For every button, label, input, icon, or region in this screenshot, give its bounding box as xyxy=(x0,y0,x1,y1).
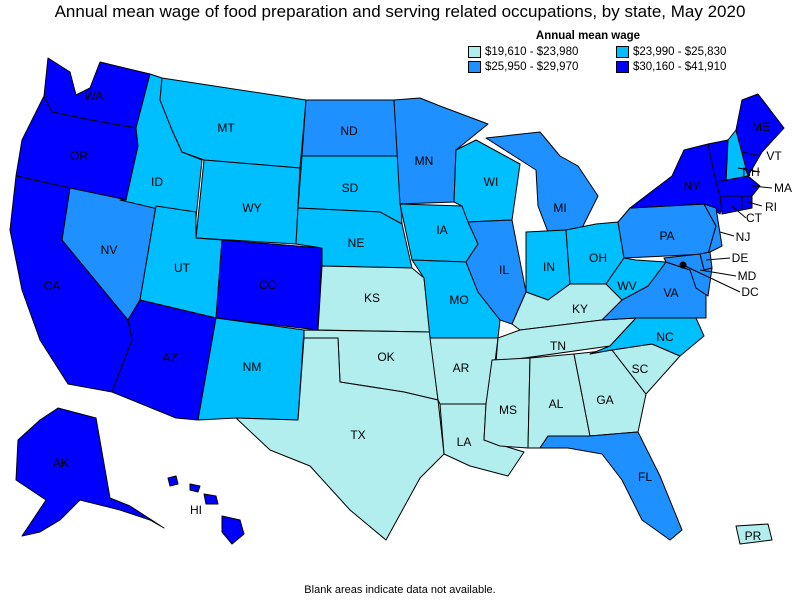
label-nv: NV xyxy=(101,243,118,257)
label-me: ME xyxy=(752,120,770,134)
label-pr: PR xyxy=(745,529,762,543)
footnote: Blank areas indicate data not available. xyxy=(304,584,496,596)
state-mn[interactable] xyxy=(393,97,489,205)
state-ri[interactable] xyxy=(741,195,753,211)
legend-label-1: $19,610 - $23,980 xyxy=(485,46,579,58)
legend-label-4: $30,160 - $41,910 xyxy=(633,61,727,73)
label-co: CO xyxy=(259,278,277,292)
label-mo: MO xyxy=(449,293,468,307)
label-de: DE xyxy=(732,251,749,265)
legend-item-4: $30,160 - $41,910 xyxy=(616,61,766,73)
label-sd: SD xyxy=(342,181,359,195)
state-tx[interactable] xyxy=(235,337,445,541)
callout-lines xyxy=(682,151,773,293)
state-pr[interactable] xyxy=(735,523,773,545)
state-fl[interactable] xyxy=(539,431,683,541)
label-mn: MN xyxy=(415,154,434,168)
label-ks: KS xyxy=(364,291,380,305)
label-wy: WY xyxy=(242,201,261,215)
label-ar: AR xyxy=(453,361,470,375)
label-ky: KY xyxy=(572,302,588,316)
legend-item-2: $23,990 - $25,830 xyxy=(616,46,766,58)
label-id: ID xyxy=(151,175,163,189)
legend: Annual mean wage $19,610 - $23,980 $23,9… xyxy=(468,30,798,73)
label-fl: FL xyxy=(638,470,652,484)
legend-item-3: $25,950 - $29,970 xyxy=(468,61,616,73)
label-sc: SC xyxy=(632,362,649,376)
label-tx: TX xyxy=(350,428,365,442)
label-ma: MA xyxy=(774,181,792,195)
label-ga: GA xyxy=(596,393,613,407)
label-ri: RI xyxy=(765,200,777,214)
state-hi[interactable] xyxy=(221,515,245,545)
label-ca: CA xyxy=(44,279,61,293)
state-hi-islands[interactable] xyxy=(167,475,219,505)
label-pa: PA xyxy=(659,229,674,243)
label-nj: NJ xyxy=(736,230,751,244)
legend-swatch-4 xyxy=(616,61,629,73)
label-ut: UT xyxy=(174,261,191,275)
legend-swatch-2 xyxy=(616,46,629,58)
label-ok: OK xyxy=(377,350,394,364)
label-dc: DC xyxy=(741,285,759,299)
label-nm: NM xyxy=(243,360,262,374)
state-ma[interactable] xyxy=(715,175,761,197)
legend-swatch-3 xyxy=(468,61,481,73)
label-tn: TN xyxy=(550,339,566,353)
label-az: AZ xyxy=(162,351,177,365)
state-md[interactable] xyxy=(663,253,713,297)
map-title: Annual mean wage of food preparation and… xyxy=(54,2,746,21)
label-wa: WA xyxy=(85,89,104,103)
label-la: LA xyxy=(457,435,472,449)
label-ms: MS xyxy=(499,403,517,417)
label-hi: HI xyxy=(190,503,202,517)
label-mi: MI xyxy=(553,201,566,215)
label-ia: IA xyxy=(436,223,447,237)
label-wi: WI xyxy=(484,175,499,189)
label-wv: WV xyxy=(617,279,636,293)
label-ne: NE xyxy=(348,236,365,250)
legend-title: Annual mean wage xyxy=(535,30,641,42)
legend-label-3: $25,950 - $29,970 xyxy=(485,61,579,73)
label-mt: MT xyxy=(217,121,235,135)
state-labels: WA OR CA NV ID MT WY UT AZ CO NM ND SD N… xyxy=(44,89,792,543)
legend-swatch-1 xyxy=(468,46,481,58)
label-ny: NY xyxy=(684,179,701,193)
label-ct: CT xyxy=(746,211,763,225)
label-nc: NC xyxy=(656,330,674,344)
label-il: IL xyxy=(499,263,509,277)
state-il[interactable] xyxy=(465,219,527,325)
legend-label-2: $23,990 - $25,830 xyxy=(633,46,727,58)
label-oh: OH xyxy=(589,251,607,265)
state-ak[interactable] xyxy=(15,407,165,537)
state-mi[interactable] xyxy=(485,131,599,233)
legend-item-1: $19,610 - $23,980 xyxy=(468,46,616,58)
label-nh: NH xyxy=(742,165,759,179)
label-vt: VT xyxy=(766,149,782,163)
label-va: VA xyxy=(663,286,678,300)
label-in: IN xyxy=(543,260,555,274)
label-nd: ND xyxy=(340,124,358,138)
label-md: MD xyxy=(738,269,757,283)
label-ak: AK xyxy=(53,456,69,470)
label-or: OR xyxy=(70,149,88,163)
label-al: AL xyxy=(549,397,564,411)
